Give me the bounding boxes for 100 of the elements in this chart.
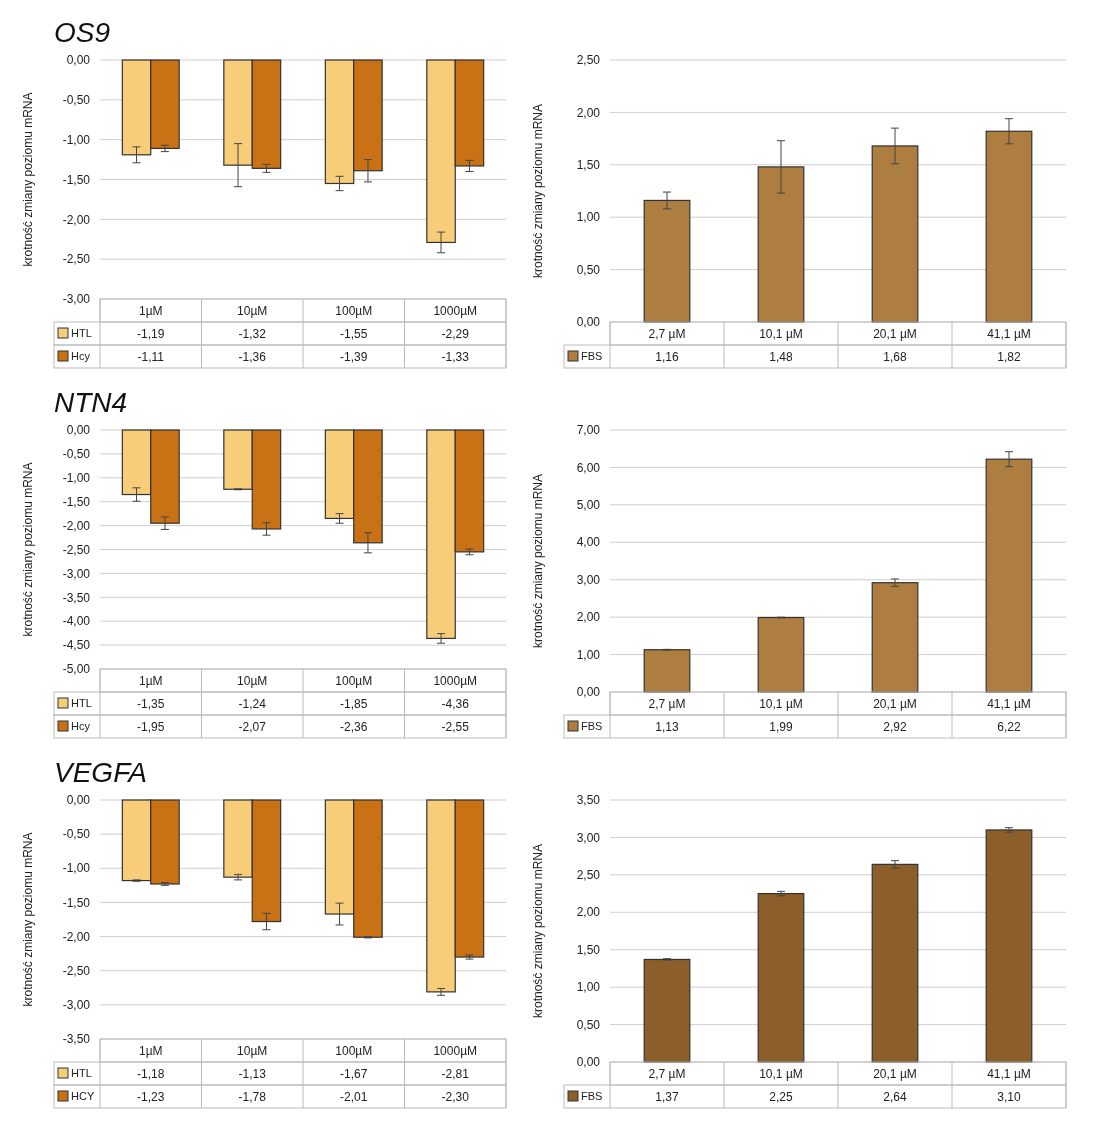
y-tick-label: -2,50	[62, 963, 91, 978]
legend-label: FBS	[581, 720, 603, 733]
x-tick-label: 10µM	[237, 1043, 268, 1058]
data-label: -2,55	[441, 719, 470, 734]
y-tick-label: -2,50	[62, 252, 91, 267]
data-label: 6,22	[997, 719, 1021, 734]
data-label: -2,01	[340, 1089, 368, 1104]
x-tick-label: 41,1 µM	[987, 1066, 1031, 1081]
data-label: -1,55	[340, 326, 368, 341]
data-label: -2,29	[441, 326, 470, 341]
data-label: -1,85	[340, 696, 368, 711]
y-tick-label: 3,00	[576, 572, 601, 587]
data-label: 2,64	[883, 1089, 907, 1104]
y-tick-label: 0,00	[576, 315, 601, 330]
x-tick-label: 100µM	[335, 1043, 373, 1058]
legend-label: FBS	[581, 350, 603, 363]
y-tick-label: -4,00	[62, 614, 91, 629]
data-label: 1,13	[655, 719, 679, 734]
data-label: -4,36	[441, 696, 470, 711]
y-tick-label: -2,00	[62, 518, 91, 533]
legend-label: Hcy	[71, 350, 91, 363]
data-label: 3,10	[997, 1089, 1021, 1104]
x-tick-label: 1µM	[138, 303, 163, 318]
y-tick-label: -4,50	[62, 638, 91, 653]
x-tick-label: 10,1 µM	[759, 1066, 803, 1081]
y-tick-label: 2,00	[576, 105, 601, 120]
y-tick-label: 2,00	[576, 905, 601, 920]
data-label: -1,95	[137, 719, 165, 734]
x-tick-label: 20,1 µM	[873, 696, 917, 711]
data-label: 1,82	[997, 349, 1021, 364]
y-tick-label: -2,00	[62, 212, 91, 227]
y-tick-label: 7,00	[576, 423, 601, 438]
legend-label: HTL	[71, 697, 92, 710]
y-tick-label: -0,50	[62, 447, 91, 462]
y-tick-label: -2,50	[62, 542, 91, 557]
x-tick-label: 1000µM	[433, 303, 478, 318]
data-label: -2,30	[441, 1089, 470, 1104]
data-label: -1,67	[340, 1066, 368, 1081]
y-axis-title: krotność zmiany poziomu mRNA	[21, 92, 35, 267]
x-tick-label: 20,1 µM	[873, 1066, 917, 1081]
bar	[985, 130, 1033, 323]
bar	[643, 199, 691, 323]
data-label: -1,23	[137, 1089, 165, 1104]
x-tick-label: 10,1 µM	[759, 326, 803, 341]
bar	[871, 863, 919, 1063]
bar	[757, 892, 805, 1063]
data-label: -1,18	[137, 1066, 165, 1081]
data-label: -2,36	[340, 719, 368, 734]
x-tick-label: 1000µM	[433, 1043, 478, 1058]
y-tick-label: -1,00	[62, 861, 91, 876]
x-tick-label: 1µM	[138, 673, 163, 688]
y-tick-label: 1,00	[576, 980, 601, 995]
bar	[985, 458, 1033, 693]
y-tick-label: -0,50	[62, 93, 91, 108]
y-tick-label: 0,50	[576, 1017, 601, 1032]
x-tick-label: 1µM	[138, 1043, 163, 1058]
y-tick-label: 2,50	[576, 868, 601, 883]
y-axis-title: krotność zmiany poziomu mRNA	[21, 832, 35, 1007]
y-tick-label: 0,00	[66, 423, 91, 438]
y-tick-label: 3,50	[576, 793, 601, 808]
y-tick-label: 3,00	[576, 830, 601, 845]
legend-label: HTL	[71, 1067, 92, 1080]
data-label: -1,36	[238, 349, 267, 364]
x-tick-label: 41,1 µM	[987, 696, 1031, 711]
y-tick-label: 1,00	[576, 647, 601, 662]
x-tick-label: 10,1 µM	[759, 696, 803, 711]
y-tick-label: -1,50	[62, 172, 91, 187]
bar	[757, 166, 805, 323]
y-tick-label: 1,50	[576, 158, 601, 172]
y-tick-label: 6,00	[576, 460, 601, 475]
data-label: -1,35	[137, 696, 165, 711]
data-label: -1,19	[137, 326, 165, 341]
data-label: -1,11	[137, 349, 165, 364]
x-tick-label: 20,1 µM	[873, 326, 917, 341]
x-tick-label: 10µM	[237, 673, 268, 688]
data-label: -1,33	[441, 349, 470, 364]
y-tick-label: 2,50	[576, 53, 601, 68]
bar	[757, 616, 805, 693]
y-tick-label: 2,00	[576, 610, 601, 625]
y-tick-label: 0,00	[66, 53, 91, 68]
legend-label: HTL	[71, 327, 92, 340]
bar	[985, 829, 1033, 1063]
chart-title: VEGFA	[54, 757, 147, 788]
bar	[871, 145, 919, 323]
bar	[643, 649, 691, 693]
data-label: -2,07	[238, 719, 267, 734]
y-tick-label: 1,00	[576, 210, 601, 225]
data-label: -1,39	[340, 349, 368, 364]
y-tick-label: 1,50	[576, 942, 601, 957]
data-label: 1,99	[769, 719, 793, 734]
data-label: -2,81	[441, 1066, 470, 1081]
x-tick-label: 10µM	[237, 303, 268, 318]
x-tick-label: 100µM	[335, 673, 373, 688]
data-label: 1,48	[769, 349, 793, 364]
y-tick-label: 0,00	[66, 793, 91, 808]
legend-label: FBS	[581, 1090, 603, 1103]
x-tick-label: 2,7 µM	[648, 696, 686, 711]
data-label: -1,13	[238, 1066, 267, 1081]
legend-label: HCY	[71, 1090, 95, 1103]
y-tick-label: -3,00	[62, 566, 91, 581]
